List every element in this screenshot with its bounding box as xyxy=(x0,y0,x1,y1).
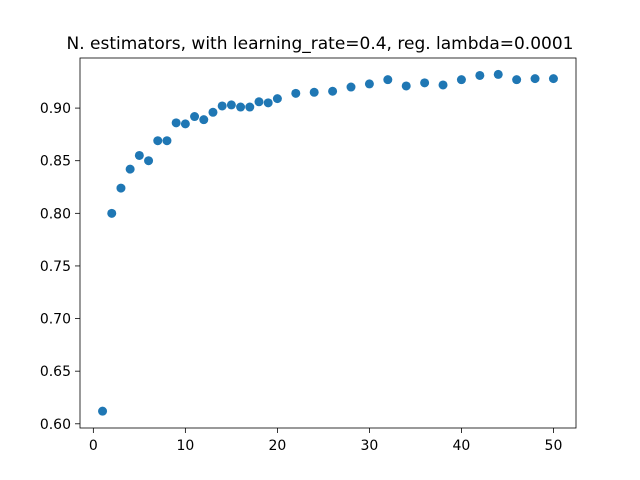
data-point xyxy=(512,75,522,85)
axes-frame xyxy=(79,57,577,429)
y-tick-label: 0.90 xyxy=(40,101,71,117)
chart-title: N. estimators, with learning_rate=0.4, r… xyxy=(67,34,574,54)
data-point xyxy=(383,75,393,85)
data-point xyxy=(236,102,246,112)
x-tick-label: 0 xyxy=(89,438,98,454)
data-point xyxy=(530,74,540,84)
data-point xyxy=(291,88,301,98)
data-point xyxy=(254,97,264,107)
data-point xyxy=(199,115,209,125)
data-point xyxy=(245,102,255,112)
data-point xyxy=(153,136,163,146)
plot-area: 0 10 20 30 40 50 0.60 0.65 0.70 0.75 0.80 0.85 0.90 xyxy=(40,69,563,454)
data-point xyxy=(309,87,319,97)
data-point xyxy=(456,75,466,85)
data-point xyxy=(208,107,218,117)
data-point xyxy=(328,86,338,96)
x-tick-label: 10 xyxy=(176,438,194,454)
data-point xyxy=(171,118,181,128)
x-tick-label: 40 xyxy=(453,438,471,454)
data-point xyxy=(438,80,448,90)
x-tick-label: 20 xyxy=(268,438,286,454)
y-tick-label: 0.60 xyxy=(40,417,71,433)
data-point xyxy=(548,74,558,84)
data-point xyxy=(98,406,108,416)
data-point xyxy=(107,208,117,218)
data-point xyxy=(272,94,282,104)
data-point xyxy=(162,136,172,146)
y-tick-label: 0.75 xyxy=(40,259,71,275)
data-point xyxy=(263,98,273,108)
x-tick-label: 30 xyxy=(360,438,378,454)
y-tick-label: 0.80 xyxy=(40,206,71,222)
data-point xyxy=(116,183,126,193)
y-tick-label: 0.70 xyxy=(40,312,71,328)
data-point xyxy=(346,82,356,92)
data-point xyxy=(125,164,135,174)
data-point xyxy=(144,156,154,166)
data-point xyxy=(190,112,200,122)
data-point xyxy=(401,81,411,91)
x-tick-label: 50 xyxy=(545,438,563,454)
data-point xyxy=(364,79,374,89)
y-tick-label: 0.65 xyxy=(40,364,71,380)
data-point xyxy=(180,119,190,129)
data-point xyxy=(217,101,227,111)
data-point xyxy=(475,70,485,80)
data-point xyxy=(134,150,144,160)
data-point xyxy=(420,78,430,88)
data-point xyxy=(493,69,503,79)
data-point xyxy=(226,100,236,110)
y-tick-label: 0.85 xyxy=(40,154,71,170)
